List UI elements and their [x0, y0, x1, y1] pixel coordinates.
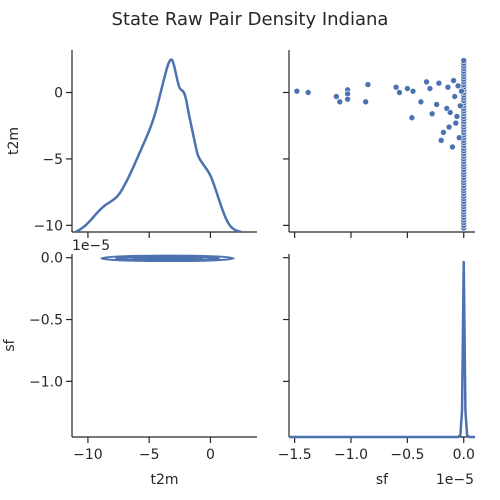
scatter-point [362, 98, 369, 106]
density-contour [132, 256, 203, 261]
scatter-point [460, 57, 468, 64]
density-curve-sf [289, 260, 475, 439]
y-axis-label: sf [2, 338, 18, 351]
y-scale-label: 1e−5 [72, 238, 110, 254]
scatter-point [453, 113, 461, 120]
scatter-point [404, 85, 411, 92]
scatter-point [455, 134, 463, 141]
scatter-point [454, 82, 462, 90]
x-tick-label: −0.5 [390, 447, 424, 463]
x-scale-label: 1e−5 [436, 472, 474, 488]
y-tick-label: −5 [42, 152, 63, 168]
x-tick-label: 0.0 [453, 447, 475, 463]
x-tick-label: −10 [73, 447, 103, 463]
scatter-point [392, 83, 400, 91]
scatter-point [396, 89, 403, 96]
scatter-point [426, 85, 434, 92]
scatter-point [445, 123, 453, 131]
scatter-point [364, 81, 372, 88]
y-tick-label: −0.5 [29, 313, 63, 329]
scatter-point [304, 89, 312, 96]
panel-t2m-density: 0 −5 −10 t2m [6, 50, 257, 238]
x-axis-label: sf [376, 472, 389, 488]
scatter-point [293, 87, 301, 95]
y-axis-label: t2m [6, 127, 22, 155]
scatter-point [444, 83, 452, 91]
y-tick-label: −10 [33, 218, 63, 234]
scatter-point [344, 95, 351, 103]
scatter-point [458, 87, 465, 95]
scatter-point [437, 137, 445, 144]
scatter-point [408, 114, 416, 122]
y-tick-label: 0 [54, 86, 63, 102]
density-curve-t2m [75, 58, 242, 234]
scatter-point [423, 78, 430, 86]
scatter-point [452, 119, 460, 127]
scatter-point [333, 93, 340, 100]
scatter-point [409, 87, 417, 95]
x-tick-label: −1.5 [278, 447, 312, 463]
scatter-point [435, 79, 443, 87]
scatter-point [446, 109, 454, 116]
scatter-point [457, 102, 464, 110]
scatter-point [451, 93, 459, 100]
x-tick-label: −5 [139, 447, 160, 463]
scatter-point [440, 129, 447, 136]
y-tick-label: −1.0 [29, 374, 63, 390]
scatter-point [428, 110, 436, 118]
figure-title: State Raw Pair Density Indiana [112, 9, 389, 30]
x-tick-label: −1.0 [334, 447, 368, 463]
scatter-point [433, 101, 440, 108]
x-axis-label: t2m [150, 472, 178, 488]
panel-t2m-vs-sf-contour: 0.0 −0.5 −1.0 −10 −5 0 1e−5 t2m sf [2, 238, 257, 488]
panel-sf-density: −1.5 −1.0 −0.5 0.0 1e−5 sf [278, 254, 475, 488]
scatter-point [417, 98, 425, 106]
scatter-point [449, 143, 456, 151]
scatter-point [336, 98, 344, 106]
y-tick-label: 0.0 [41, 251, 63, 267]
x-tick-label: 0 [206, 447, 215, 463]
scatter-point [450, 77, 457, 84]
panel-sf-vs-t2m-scatter [283, 50, 475, 238]
